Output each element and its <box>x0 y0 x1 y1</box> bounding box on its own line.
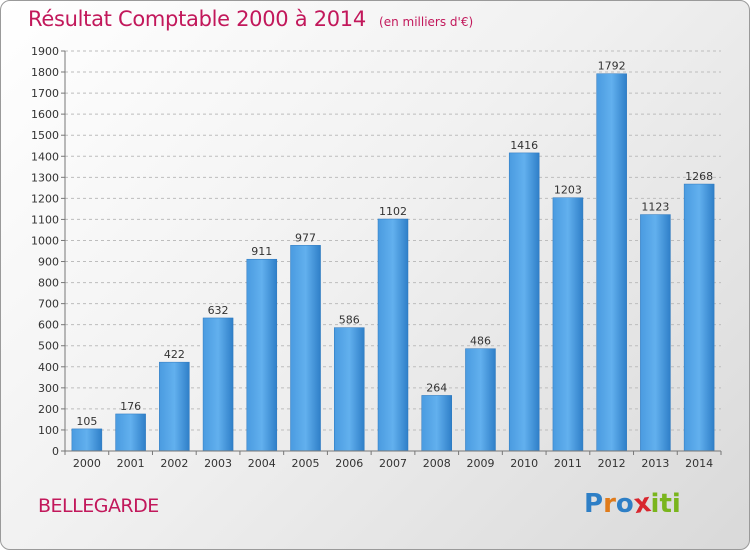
x-tick-label-2003: 2003 <box>204 457 232 470</box>
x-tick-label-2006: 2006 <box>335 457 363 470</box>
x-axis-ticks: 2000 2001 2002 2003 2004 2005 2006 2007 2008 2009… <box>64 451 722 470</box>
y-tick-label: 1300 <box>31 171 59 184</box>
y-axis-ticks: 0 100 200 300 400 500 600 700 800 900 1000 1100 1200… <box>31 45 65 458</box>
data-label-2008: 264 <box>426 381 447 394</box>
y-tick-label: 1200 <box>31 192 59 205</box>
logo-letter: i <box>650 489 660 519</box>
y-tick-label: 600 <box>38 319 59 332</box>
y-tick-label: 1400 <box>31 150 59 163</box>
data-label-2006: 586 <box>339 314 360 327</box>
x-tick-label-2000: 2000 <box>73 457 101 470</box>
data-label-2013: 1123 <box>641 201 669 214</box>
chart-subtitle: (en milliers d'€) <box>379 15 474 29</box>
logo-letter: t <box>659 489 672 519</box>
x-tick-label-2010: 2010 <box>510 457 538 470</box>
bars <box>71 73 715 452</box>
y-tick-label: 1600 <box>31 108 59 121</box>
bar-2007 <box>377 218 409 452</box>
bar-2012 <box>596 73 627 452</box>
chart-title: Résultat Comptable 2000 à 2014 <box>28 7 366 31</box>
y-tick-label: 800 <box>38 277 59 290</box>
bar-2004 <box>246 258 278 452</box>
bar-2014 <box>683 183 715 452</box>
chart-title-block: Résultat Comptable 2000 à 2014 (en milli… <box>28 7 473 31</box>
y-tick-label: 1700 <box>31 87 59 100</box>
y-tick-label: 300 <box>38 382 59 395</box>
y-tick-label: 1000 <box>31 234 59 247</box>
y-tick-label: 0 <box>52 445 59 458</box>
y-tick-label: 1900 <box>31 45 59 58</box>
y-tick-label: 900 <box>38 256 59 269</box>
x-tick-label-2014: 2014 <box>685 457 713 470</box>
data-label-2010: 1416 <box>510 139 538 152</box>
bar-2009 <box>465 348 496 452</box>
bar-2006 <box>334 327 365 452</box>
y-tick-label: 500 <box>38 340 59 353</box>
bar-2002 <box>159 361 190 452</box>
data-label-2000: 105 <box>76 415 97 428</box>
data-label-2002: 422 <box>164 348 185 361</box>
bar-2003 <box>202 317 234 452</box>
proxiti-logo: Proxiti <box>584 487 681 521</box>
x-tick-label-2011: 2011 <box>554 457 582 470</box>
x-tick-label-2004: 2004 <box>248 457 276 470</box>
y-tick-label: 700 <box>38 298 59 311</box>
logo-letter: r <box>603 489 616 519</box>
x-tick-label-2013: 2013 <box>641 457 669 470</box>
y-tick-label: 400 <box>38 361 59 374</box>
data-label-2012: 1792 <box>598 60 626 73</box>
city-name: BELLEGARDE <box>38 495 159 517</box>
data-label-2005: 977 <box>295 231 316 244</box>
bar-2000 <box>71 428 103 452</box>
y-tick-label: 200 <box>38 403 59 416</box>
logo-letter: x <box>631 487 653 521</box>
bar-2008 <box>421 395 452 452</box>
data-label-2001: 176 <box>120 400 141 413</box>
bar-2013 <box>640 214 671 452</box>
bar-2010 <box>508 152 540 452</box>
x-tick-label-2007: 2007 <box>379 457 407 470</box>
y-tick-label: 1800 <box>31 66 59 79</box>
bar-2001 <box>115 413 146 452</box>
data-label-2011: 1203 <box>554 184 582 197</box>
x-tick-label-2008: 2008 <box>423 457 451 470</box>
data-label-2014: 1268 <box>685 170 713 183</box>
data-label-2009: 486 <box>470 335 491 348</box>
bar-2011 <box>552 197 584 452</box>
logo-letter: i <box>671 489 681 519</box>
data-label-2003: 632 <box>208 304 229 317</box>
data-labels: 105 176 422 632 911 977 586 1102 264 486 1416 1203 1… <box>76 60 713 428</box>
x-tick-label-2005: 2005 <box>292 457 320 470</box>
x-tick-label-2002: 2002 <box>160 457 188 470</box>
y-tick-label: 1100 <box>31 213 59 226</box>
axes <box>64 51 721 452</box>
x-tick-label-2009: 2009 <box>466 457 494 470</box>
x-tick-label-2012: 2012 <box>598 457 626 470</box>
logo-letter: P <box>584 489 604 519</box>
data-label-2004: 911 <box>251 245 272 258</box>
logo-letter: o <box>615 489 634 519</box>
data-label-2007: 1102 <box>379 205 407 218</box>
bar-2005 <box>290 245 321 452</box>
y-tick-label: 1500 <box>31 129 59 142</box>
y-tick-label: 100 <box>38 424 59 437</box>
x-tick-label-2001: 2001 <box>117 457 145 470</box>
